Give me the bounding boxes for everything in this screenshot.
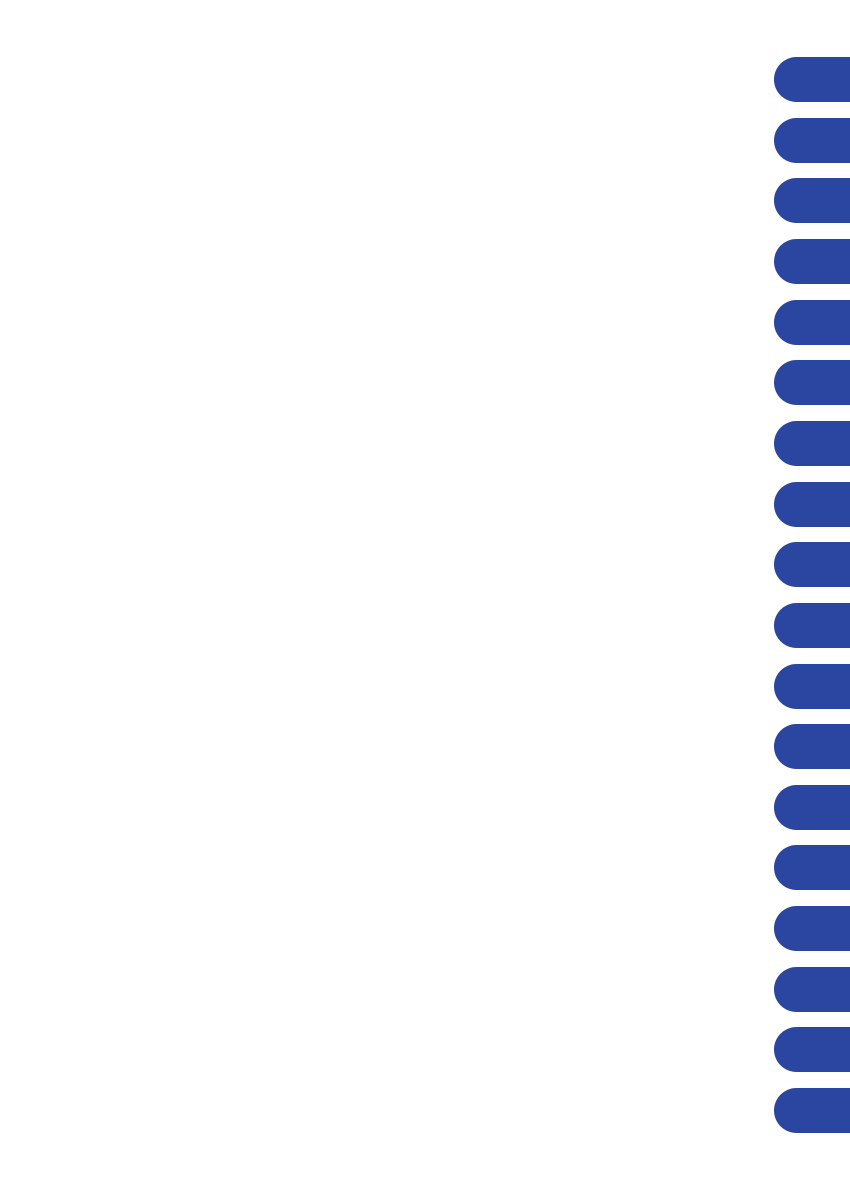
- index-tab[interactable]: [774, 724, 850, 770]
- index-tab[interactable]: [774, 1088, 850, 1134]
- index-tab[interactable]: [774, 178, 850, 224]
- index-tab[interactable]: [774, 966, 850, 1012]
- index-tab[interactable]: [774, 906, 850, 952]
- index-tab[interactable]: [774, 481, 850, 527]
- index-tab[interactable]: [774, 1027, 850, 1073]
- index-tab[interactable]: [774, 57, 850, 102]
- index-tab[interactable]: [774, 117, 850, 163]
- index-tab[interactable]: [774, 238, 850, 284]
- index-tab[interactable]: [774, 845, 850, 891]
- index-tab[interactable]: [774, 542, 850, 588]
- index-tab[interactable]: [774, 420, 850, 466]
- index-tab[interactable]: [774, 602, 850, 648]
- index-tab[interactable]: [774, 360, 850, 406]
- index-tab[interactable]: [774, 299, 850, 345]
- index-tab[interactable]: [774, 784, 850, 830]
- index-tab[interactable]: [774, 663, 850, 709]
